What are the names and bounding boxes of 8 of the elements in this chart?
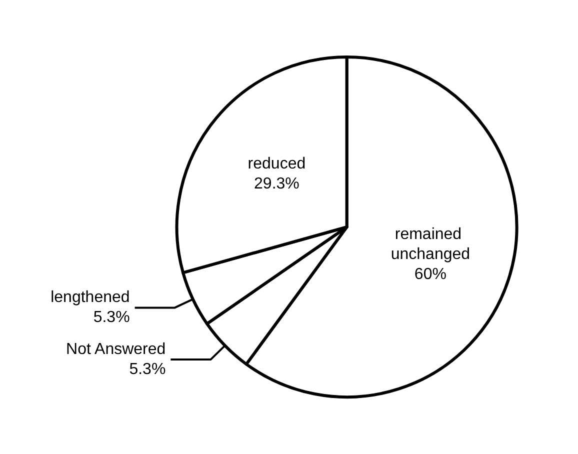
slice-label: lengthened: [50, 289, 130, 306]
data-label: 5.3%: [93, 309, 130, 326]
slice-label: remained unchanged: [390, 226, 470, 263]
data-label: 29.3%: [254, 175, 300, 192]
data-label: 5.3%: [129, 361, 166, 378]
slice-label: Not Answered: [66, 341, 166, 358]
slice-label: reduced: [248, 155, 306, 172]
data-label: 60%: [414, 266, 446, 283]
